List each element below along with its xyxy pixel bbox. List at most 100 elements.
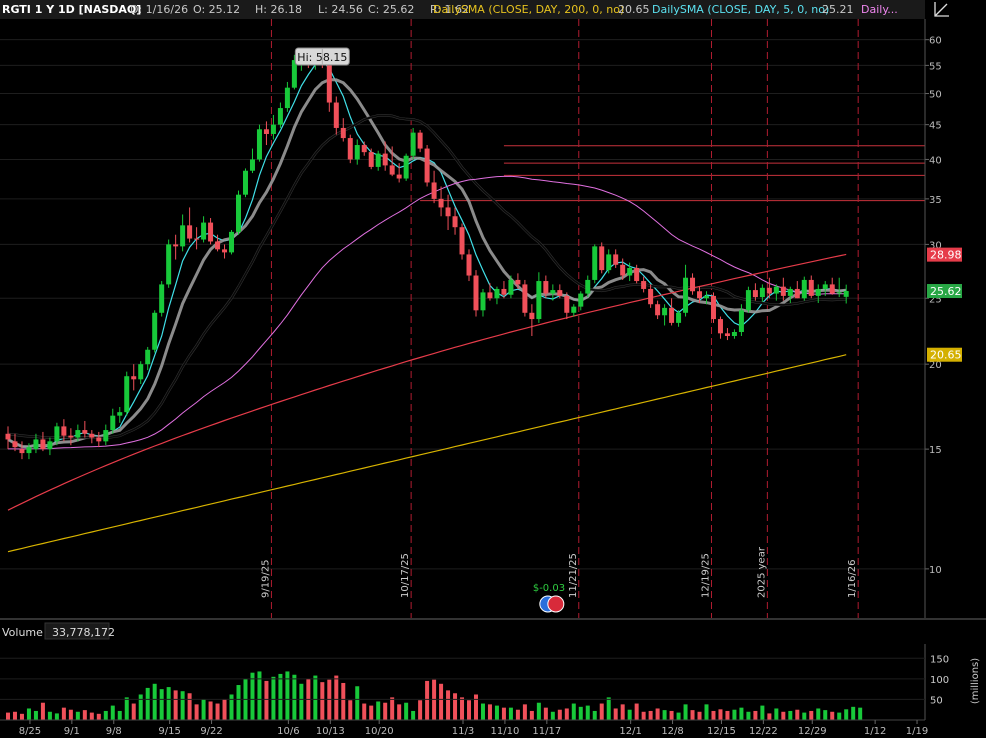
volume-bar (180, 691, 185, 720)
candlesticks (5, 48, 849, 460)
resistance-lines (420, 145, 925, 202)
candle-body (459, 227, 465, 255)
candle-body (606, 254, 612, 271)
candle-body (564, 295, 570, 313)
candle-body (103, 430, 109, 442)
volume-bar (460, 697, 465, 720)
volume-bar (40, 702, 45, 720)
candle-body (480, 292, 486, 311)
volume-bar (397, 704, 402, 720)
volume-bar (439, 683, 444, 720)
volume-bar (159, 689, 164, 720)
date-tick-label: 11/3 (452, 726, 474, 737)
candle-body (808, 279, 814, 296)
candle-body (117, 412, 123, 416)
volume-bar (592, 710, 597, 720)
volume-bar (494, 705, 499, 720)
date-tick-label: 10/13 (316, 726, 345, 737)
price-tick-label: 30 (929, 240, 942, 251)
candle-body (676, 312, 682, 323)
candle-body (613, 254, 619, 265)
volume-bar (145, 687, 150, 720)
volume-bar (61, 707, 66, 720)
sma5-study-label[interactable]: DailySMA (CLOSE, DAY, 5, 0, no) (652, 3, 830, 16)
candle-body (410, 132, 416, 156)
volume-bar (564, 708, 569, 720)
candle-body (773, 286, 779, 294)
candle-body (662, 307, 668, 316)
price-axis[interactable]: 10 15 20 25 30 35 40 45 50 55 60 (924, 19, 942, 618)
candle-body (836, 292, 842, 294)
chart-header: RGTI 1 Y 1D [NASDAQ] D: 1/16/26 O: 25.12… (0, 0, 925, 19)
volume-bar (19, 713, 24, 720)
candle-body (745, 290, 751, 311)
price-tick-label: 20 (929, 360, 942, 371)
volume-bar (557, 709, 562, 720)
date-tick-label: 11/10 (491, 726, 520, 737)
volume-bar (166, 687, 171, 720)
candle-body (438, 198, 444, 208)
candle-body (145, 349, 151, 365)
earnings-marker[interactable]: $-0.03 (533, 583, 565, 613)
date-tick-label: 10/6 (277, 726, 299, 737)
candle-body (557, 290, 563, 296)
date-axis[interactable]: 8/25 9/1 9/8 9/15 9/22 10/6 10/13 10/20 11/3 11/1… (0, 719, 928, 737)
candle-body (627, 267, 633, 276)
price-tick-label: 50 (929, 90, 942, 101)
candle-body (403, 155, 409, 179)
symbol-label[interactable]: RGTI 1 Y 1D [NASDAQ] (2, 3, 142, 16)
volume-bar (508, 707, 513, 720)
sma50-line (8, 175, 847, 450)
candle-body (180, 225, 186, 247)
candle-body (550, 290, 556, 294)
volume-bar (711, 710, 716, 720)
quote-low: L: 24.56 (318, 3, 363, 16)
sma200-study-label[interactable]: DailySMA (CLOSE, DAY, 200, 0, no) (433, 3, 625, 16)
candle-body (236, 194, 242, 232)
volume-bar (858, 707, 863, 720)
volume-bar (697, 711, 702, 720)
candle-body (270, 124, 276, 134)
candle-body (634, 267, 640, 282)
candle-body (452, 216, 458, 228)
price-tag (927, 247, 962, 262)
volume-bar (767, 713, 772, 720)
candle-body (529, 312, 535, 320)
volume-bar (68, 709, 73, 720)
volume-bar (837, 712, 842, 720)
candle-body (208, 222, 214, 242)
volume-bar (271, 676, 276, 720)
candle-body (326, 65, 332, 103)
event-marker-label: 10/17/25 (400, 553, 411, 598)
candle-body (75, 430, 81, 438)
volume-bar (152, 683, 157, 720)
volume-bar (529, 710, 534, 720)
volume-bar (753, 710, 758, 720)
volume-bar (376, 701, 381, 720)
date-tick-label: 8/25 (19, 726, 41, 737)
candle-body (54, 426, 60, 442)
candle-body (152, 312, 158, 350)
candle-body (263, 129, 269, 134)
candle-body (284, 87, 290, 109)
volume-bar (571, 703, 576, 720)
volume-bar (774, 708, 779, 720)
candle-body (417, 132, 423, 149)
volume-bar (257, 671, 262, 720)
sma200-study-value: 20.65 (618, 3, 650, 16)
volume-bar (550, 711, 555, 720)
volume-bar (613, 708, 618, 720)
collapse-icon[interactable] (925, 0, 986, 19)
volume-bar (816, 708, 821, 720)
volume-title: Volume (2, 626, 43, 639)
volume-bar (683, 704, 688, 720)
more-studies-label[interactable]: Daily... (861, 3, 898, 16)
event-marker-label: 9/19/25 (260, 559, 271, 598)
volume-bar (117, 710, 122, 720)
candle-body (815, 288, 821, 296)
volume-bar (467, 700, 472, 720)
volume-bar (47, 711, 52, 720)
volume-bar (222, 699, 227, 720)
volume-bar (844, 709, 849, 720)
